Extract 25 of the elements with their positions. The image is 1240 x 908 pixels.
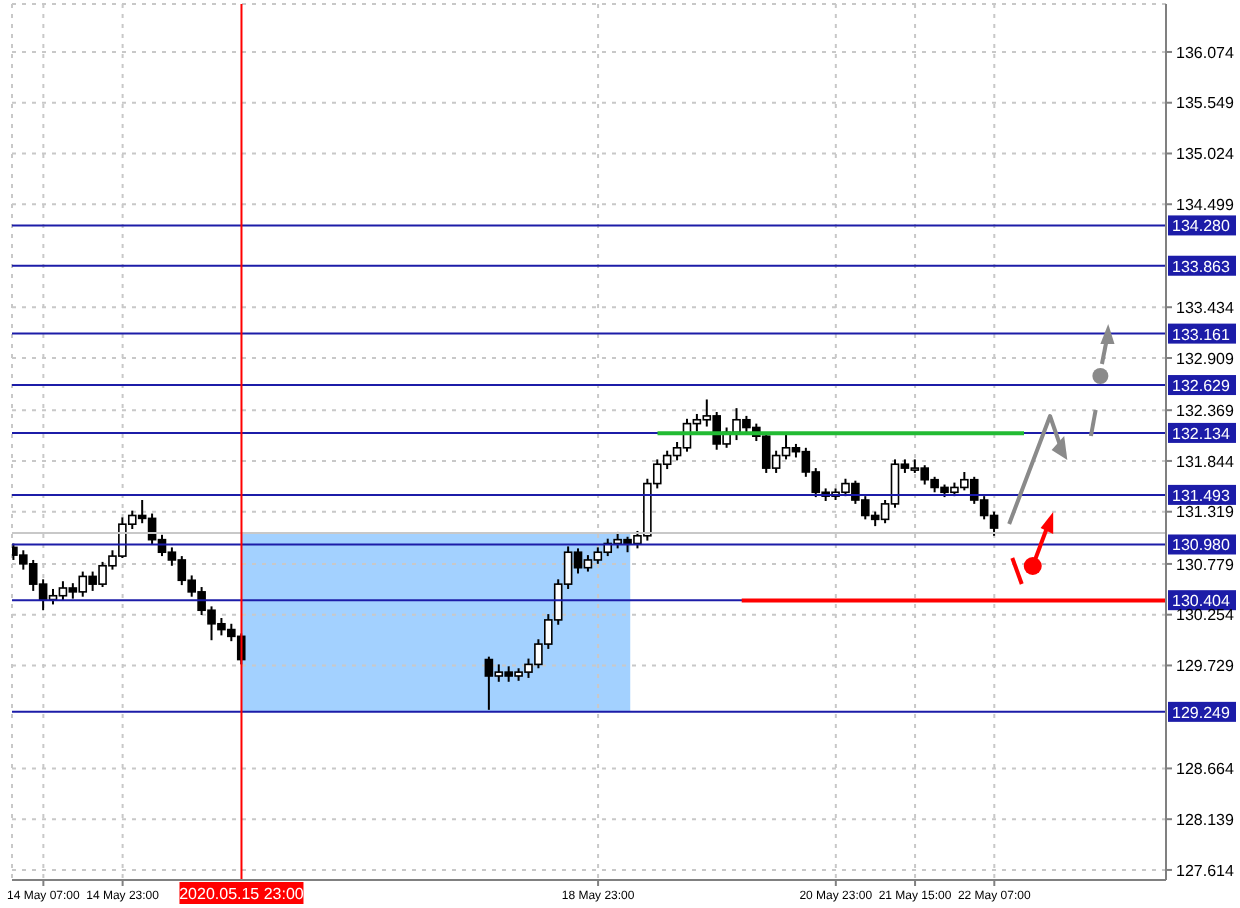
ref-line-label: 129.249	[1172, 703, 1231, 722]
y-tick-label: 132.909	[1176, 349, 1235, 368]
ref-line-label: 2020.05.15 23:00	[179, 885, 305, 903]
y-tick-label: 127.614	[1176, 861, 1235, 880]
y-tick-label: 135.024	[1176, 145, 1235, 164]
y-tick-label: 131.844	[1176, 452, 1235, 471]
y-tick-label: 130.779	[1176, 555, 1235, 574]
y-tick-label: 128.139	[1176, 810, 1235, 829]
y-tick-label: 136.074	[1176, 43, 1235, 62]
ref-line-label: 132.134	[1172, 424, 1231, 443]
ref-line-label: 130.404	[1172, 592, 1231, 611]
ref-line-label: 132.629	[1172, 377, 1231, 396]
y-tick-label: 128.664	[1176, 760, 1235, 779]
y-tick-label: 130.254	[1176, 606, 1235, 625]
y-tick-label: 129.729	[1176, 657, 1235, 676]
ref-line-label: 133.863	[1172, 257, 1231, 276]
y-tick-label: 133.434	[1176, 298, 1235, 317]
ref-line-label: 131.493	[1172, 486, 1231, 505]
y-tick-label: 135.549	[1176, 94, 1235, 113]
ref-line-label: 133.161	[1172, 325, 1231, 344]
ref-line-label: 130.980	[1172, 536, 1231, 555]
y-tick-label: 131.319	[1176, 503, 1235, 522]
y-tick-label: 134.499	[1176, 195, 1235, 214]
ref-line-label: 134.280	[1172, 217, 1231, 236]
y-tick-label: 132.369	[1176, 401, 1235, 420]
